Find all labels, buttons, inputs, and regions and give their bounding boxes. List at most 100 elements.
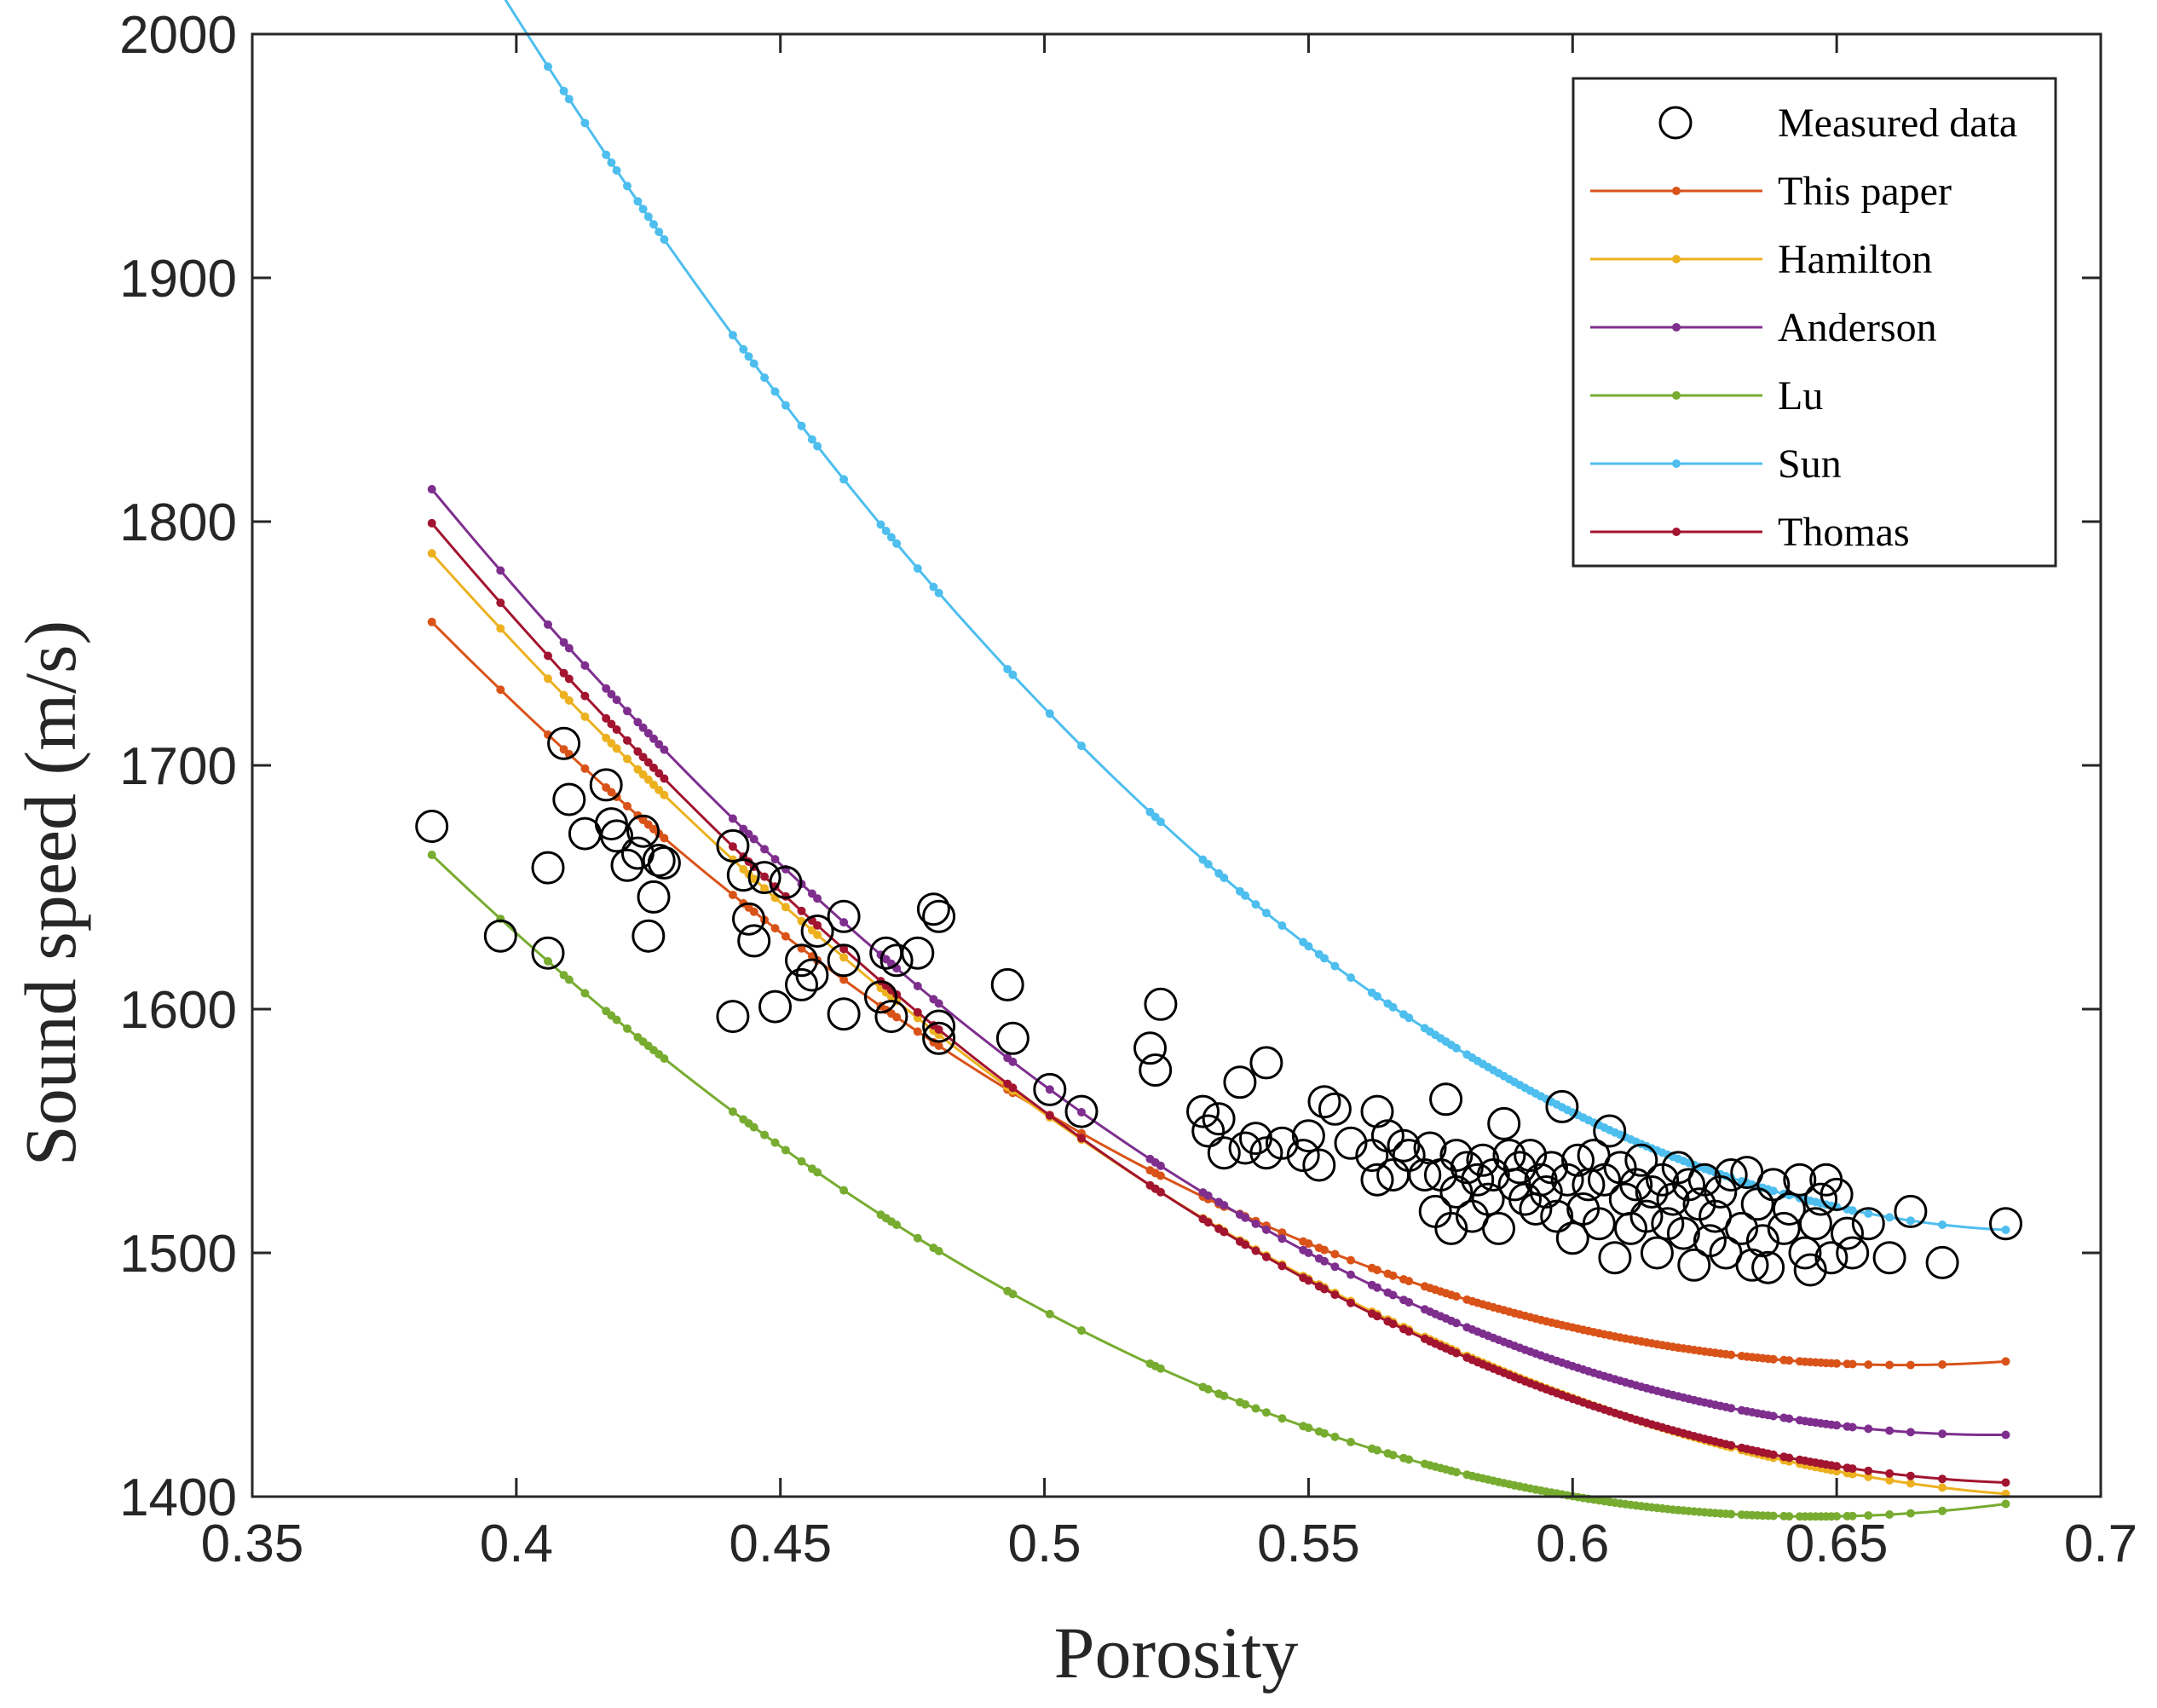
- series-point: [1220, 1391, 1229, 1400]
- series-point: [1848, 1422, 1857, 1432]
- measured-point: [1635, 1175, 1669, 1209]
- series-point: [813, 894, 822, 903]
- series-point: [1320, 1245, 1329, 1255]
- series-point: [749, 1122, 758, 1132]
- series-point: [1347, 1270, 1355, 1279]
- measured-point: [990, 967, 1024, 1001]
- measured-point: [1202, 1102, 1236, 1136]
- series-point: [813, 920, 822, 930]
- measured-point: [626, 814, 660, 848]
- series-point: [633, 197, 643, 206]
- measured-point: [716, 828, 750, 863]
- series-point: [797, 906, 806, 915]
- series-point: [496, 624, 505, 633]
- series-point: [623, 736, 632, 745]
- series-point: [1008, 670, 1018, 679]
- measured-point: [1550, 1163, 1584, 1197]
- series-point: [1347, 1298, 1355, 1307]
- series-point: [1768, 1450, 1778, 1459]
- series-point: [1938, 1506, 1947, 1515]
- series-point: [1277, 1261, 1287, 1271]
- series-point: [544, 674, 552, 684]
- series-point: [913, 1007, 922, 1017]
- series-point: [649, 780, 658, 789]
- measured-point: [1872, 1241, 1906, 1275]
- measured-point: [922, 899, 956, 933]
- series-point: [660, 1054, 669, 1063]
- series-point: [1077, 741, 1086, 751]
- series-point: [633, 765, 643, 774]
- measured-point: [827, 997, 861, 1031]
- series-point: [728, 331, 737, 340]
- y-tick-label: 1500: [119, 1225, 237, 1284]
- measured-point: [1704, 1175, 1738, 1209]
- series-point: [934, 999, 943, 1008]
- measured-point: [1672, 1168, 1706, 1202]
- series-point: [1003, 665, 1012, 674]
- measured-point: [1745, 1224, 1779, 1258]
- x-tick-label: 0.35: [201, 1515, 304, 1573]
- series-point: [1906, 1509, 1915, 1518]
- series-point: [1373, 1266, 1381, 1275]
- series-point: [643, 758, 653, 767]
- measured-point: [1640, 1236, 1674, 1270]
- measured-point: [1545, 1089, 1579, 1123]
- series-point: [623, 754, 632, 764]
- series-point: [1277, 1228, 1287, 1238]
- series-point: [839, 1186, 849, 1195]
- series-point: [655, 740, 664, 749]
- measured-point: [1514, 1139, 1548, 1173]
- x-tick-label: 0.7: [2064, 1515, 2137, 1573]
- series-point: [580, 691, 590, 701]
- measured-point: [1334, 1126, 1368, 1160]
- series-point: [1864, 1472, 1873, 1481]
- measured-point: [795, 958, 829, 992]
- measured-point: [827, 943, 861, 978]
- legend-label: Thomas: [1778, 510, 1910, 555]
- measured-point: [1793, 1253, 1827, 1287]
- series-point: [643, 729, 653, 738]
- measured-point: [1751, 1250, 1785, 1284]
- series-point: [1885, 1475, 1895, 1485]
- measured-point: [1894, 1194, 1928, 1228]
- series-point: [655, 228, 664, 237]
- series-point: [770, 1138, 780, 1147]
- measured-point: [1783, 1163, 1817, 1197]
- measured-point: [1482, 1211, 1515, 1245]
- measured-point: [642, 844, 676, 877]
- series-point: [623, 182, 632, 191]
- series-point: [728, 814, 737, 823]
- measured-point: [1925, 1245, 1959, 1279]
- legend-marker: [1672, 323, 1681, 332]
- series-point: [638, 723, 648, 732]
- series-point: [1785, 1453, 1794, 1463]
- series-point: [612, 695, 621, 705]
- series-point: [1045, 1085, 1054, 1094]
- measured-point: [1677, 1248, 1711, 1282]
- series-point: [580, 661, 590, 670]
- series-point: [580, 118, 590, 128]
- legend-entry-this-paper: This paper: [1590, 169, 1952, 214]
- measured-point: [547, 726, 581, 760]
- series-point: [934, 1246, 943, 1255]
- series-point: [1938, 1360, 1947, 1369]
- series-point: [839, 918, 849, 927]
- series-point: [559, 638, 568, 647]
- series-point: [1304, 1249, 1313, 1257]
- series-point: [1848, 1359, 1857, 1369]
- series-point: [1277, 1234, 1287, 1243]
- series-point: [496, 685, 505, 695]
- series-point: [1388, 1002, 1398, 1012]
- measured-point: [637, 880, 671, 914]
- legend-label: This paper: [1778, 169, 1952, 214]
- y-axis-title: Sound speed (m/s): [9, 620, 91, 1166]
- series-point: [544, 651, 552, 661]
- measured-point: [769, 865, 803, 899]
- measured-point: [1387, 1128, 1421, 1163]
- series-point: [649, 763, 658, 772]
- series-point: [1203, 1191, 1213, 1200]
- series-point: [602, 713, 611, 723]
- series-point: [1320, 1284, 1329, 1294]
- series-point: [1077, 1326, 1086, 1336]
- series-point: [760, 845, 770, 854]
